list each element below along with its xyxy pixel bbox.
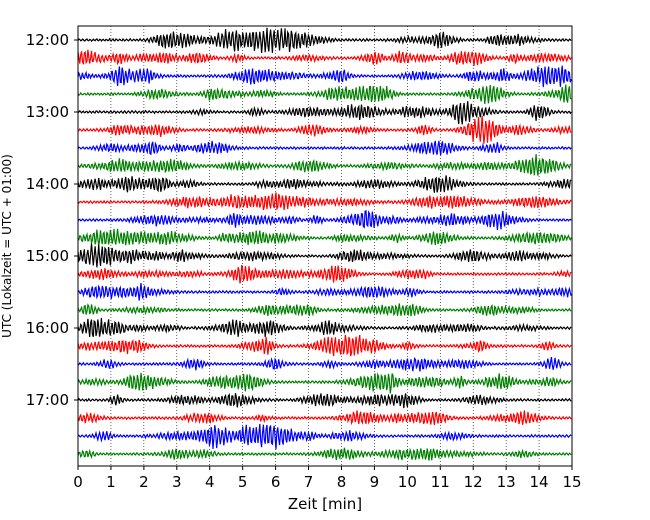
x-tick-label: 12 [464, 473, 483, 491]
x-tick-label: 3 [172, 473, 182, 491]
seismic-trace [77, 49, 572, 66]
x-tick-label: 5 [238, 473, 248, 491]
x-tick-label: 10 [398, 473, 417, 491]
seismic-trace [77, 317, 572, 338]
seismic-trace [77, 175, 572, 193]
x-tick-label: 8 [337, 473, 347, 491]
seismic-trace [77, 27, 572, 53]
seismic-trace [77, 101, 572, 125]
y-tick-label: 14:00 [26, 175, 69, 193]
seismic-trace [77, 140, 572, 156]
y-tick-label: 13:00 [26, 103, 69, 121]
seismic-trace [77, 423, 572, 450]
seismic-trace [77, 392, 572, 409]
seismic-trace [77, 303, 572, 317]
seismic-trace [77, 65, 572, 88]
seismic-trace [77, 334, 572, 357]
y-tick-label: 17:00 [26, 391, 69, 409]
seismic-trace [77, 264, 572, 284]
x-tick-label: 15 [562, 473, 581, 491]
seismic-trace [77, 357, 572, 372]
seismic-trace [77, 209, 572, 231]
x-tick-label: 4 [205, 473, 215, 491]
seismic-trace [77, 192, 572, 211]
seismic-trace [77, 282, 572, 301]
seismic-trace [77, 447, 572, 461]
y-axis-ticks: 12:00 13:00 14:00 15:00 16:00 17:00 [26, 31, 78, 409]
x-axis-label: Zeit [min] [288, 495, 362, 513]
seismic-trace [77, 243, 572, 268]
seismic-trace [77, 153, 572, 176]
y-tick-label: 15:00 [26, 247, 69, 265]
seismic-trace [77, 84, 572, 105]
x-tick-label: 11 [431, 473, 450, 491]
seismic-traces [77, 27, 572, 461]
x-tick-label: 9 [370, 473, 380, 491]
y-axis-label: UTC (Lokalzeit = UTC + 01:00) [0, 154, 14, 338]
y-tick-label: 16:00 [26, 319, 69, 337]
x-tick-label: 0 [73, 473, 83, 491]
x-tick-label: 2 [139, 473, 149, 491]
seismic-trace [77, 410, 572, 426]
x-axis-ticks: 0 1 2 3 4 5 6 7 8 9 10 11 12 13 14 15 [73, 466, 582, 491]
y-tick-label: 12:00 [26, 31, 69, 49]
grid-lines [110, 26, 540, 466]
plot-frame [77, 25, 573, 467]
x-tick-label: 7 [304, 473, 314, 491]
x-tick-label: 1 [106, 473, 116, 491]
x-tick-label: 13 [497, 473, 516, 491]
seismic-trace [77, 372, 572, 394]
x-tick-label: 6 [271, 473, 281, 491]
x-tick-label: 14 [530, 473, 549, 491]
seismic-trace [77, 228, 572, 247]
seismic-trace [77, 115, 572, 144]
